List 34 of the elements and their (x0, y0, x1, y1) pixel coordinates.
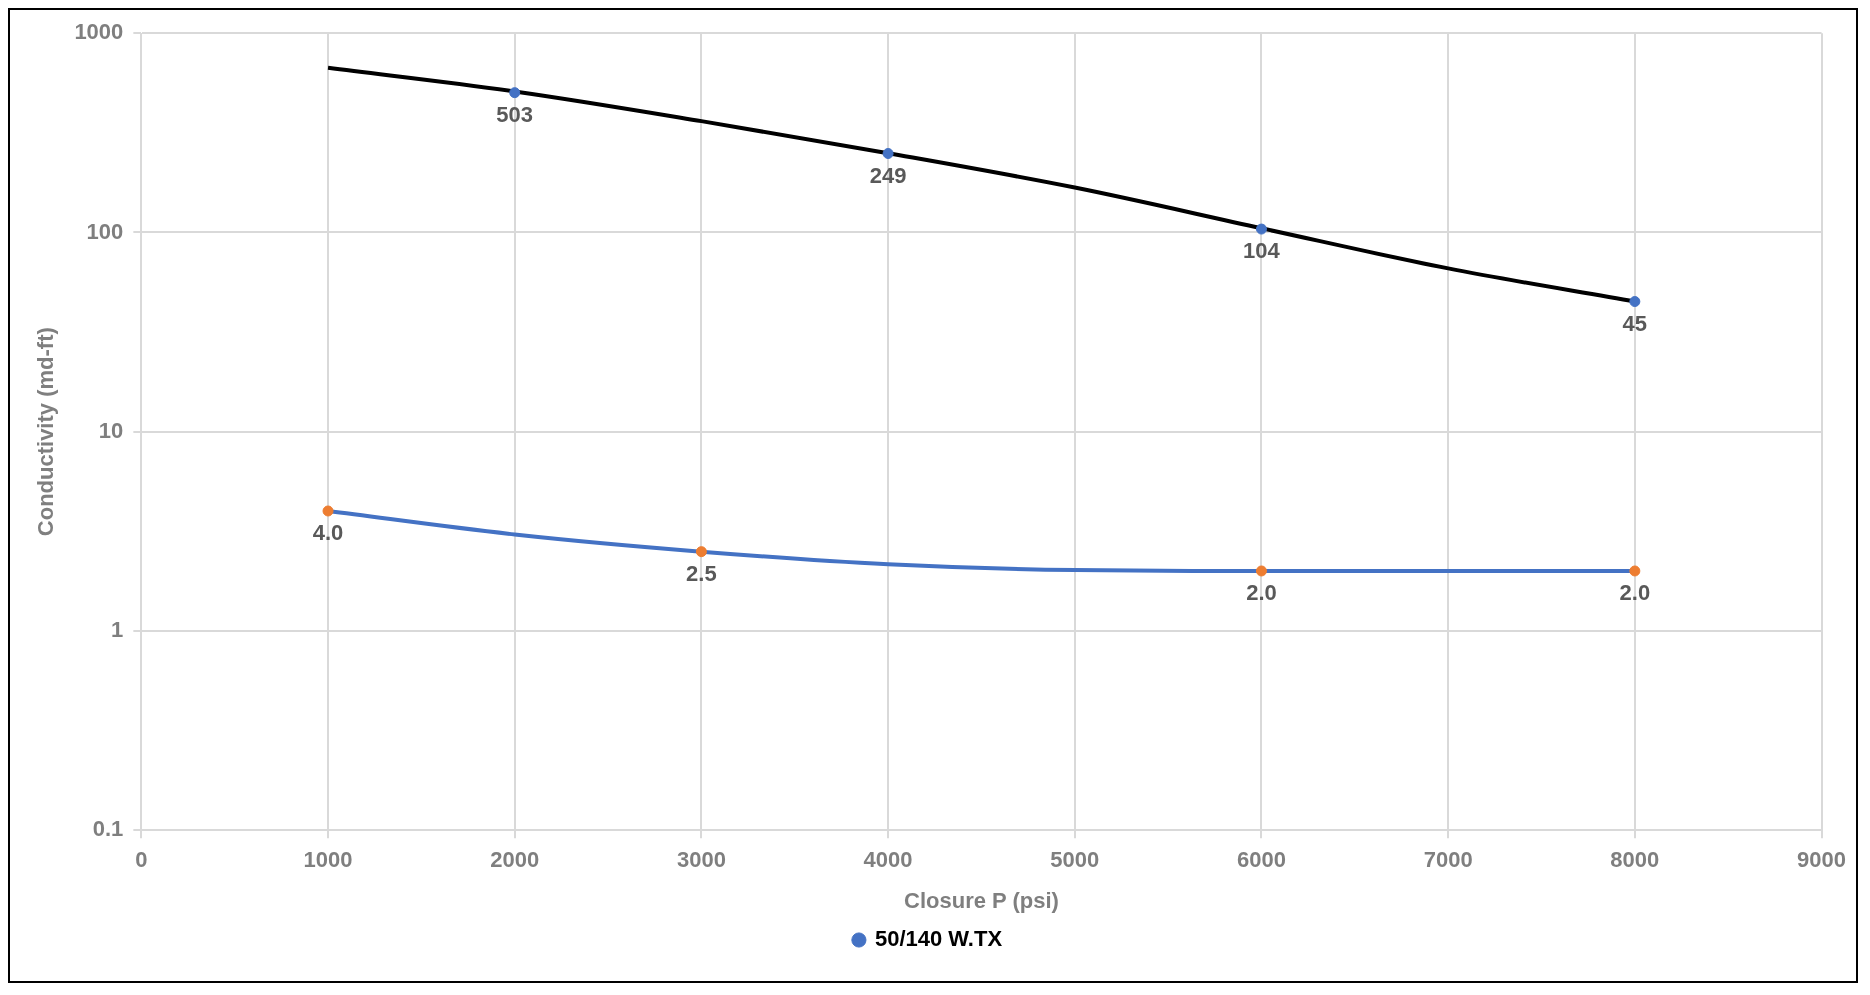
x-tick-label: 9000 (1797, 847, 1847, 873)
x-axis-title: Closure P (psi) (904, 887, 1059, 913)
data-label: 2.0 (1619, 580, 1651, 606)
y-tick-label: 1000 (74, 19, 124, 45)
x-tick-label: 2000 (490, 847, 540, 873)
x-tick-label: 3000 (676, 847, 726, 873)
point (1629, 565, 1641, 577)
x-tick-label: 1000 (303, 847, 353, 873)
data-label: 249 (869, 162, 907, 188)
x-tick-label: 8000 (1610, 847, 1660, 873)
y-tick-label: 100 (86, 218, 124, 244)
data-label: 104 (1243, 238, 1281, 264)
y-tick-label: 1 (111, 617, 124, 643)
point (1255, 565, 1267, 577)
x-tick-label: 7000 (1423, 847, 1473, 873)
point (882, 148, 894, 160)
x-tick-label: 0 (135, 847, 148, 873)
data-label: 2.5 (686, 560, 717, 586)
y-tick-label: 10 (98, 417, 124, 443)
point (1255, 223, 1267, 235)
legend-label: 50/140 W.TX (874, 926, 1003, 952)
data-label: 4.0 (312, 520, 344, 546)
y-tick-label: 0.1 (92, 816, 124, 842)
data-label: 2.0 (1246, 580, 1277, 606)
point (695, 546, 707, 558)
data-label: 45 (1622, 310, 1648, 336)
x-tick-label: 5000 (1050, 847, 1100, 873)
point (1629, 296, 1641, 308)
y-axis-title: Conductivity (md-ft) (33, 327, 59, 537)
point (509, 87, 521, 99)
point (322, 505, 334, 517)
x-tick-label: 4000 (863, 847, 913, 873)
data-label: 503 (496, 101, 534, 127)
x-tick-label: 6000 (1236, 847, 1286, 873)
